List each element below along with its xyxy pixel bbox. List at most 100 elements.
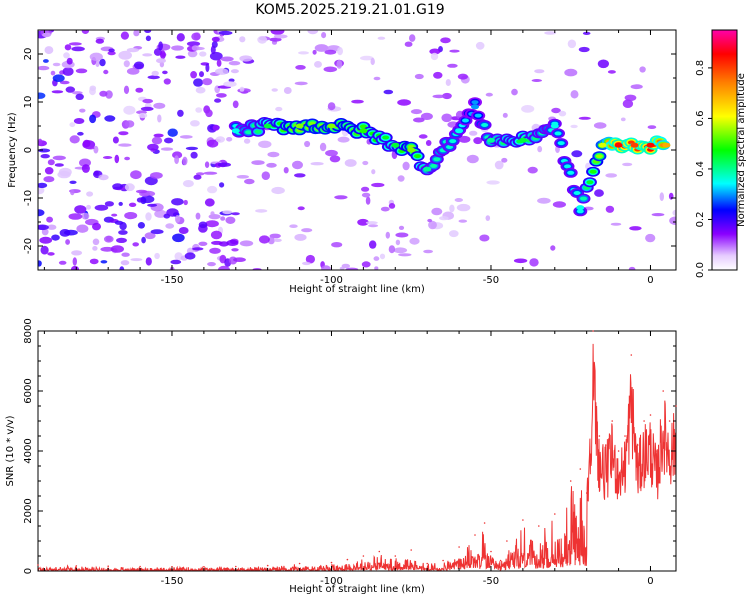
snr-x-ticks: -150 -100 -50 0: [43, 331, 654, 587]
snr-point: [362, 555, 365, 557]
ridge-blob: [557, 141, 565, 146]
ridge-point: [518, 137, 527, 143]
noise-blob: [186, 41, 201, 47]
noise-blob: [38, 182, 48, 189]
noise-blob: [47, 252, 55, 256]
noise-blob: [447, 63, 458, 68]
noise-blob: [207, 185, 218, 194]
noise-blob: [39, 236, 53, 244]
noise-blob: [71, 46, 85, 52]
noise-blob: [203, 171, 218, 175]
noise-blob: [141, 236, 146, 244]
noise-blob: [93, 145, 99, 154]
noise-blob: [86, 191, 94, 197]
noise-blob: [195, 212, 201, 220]
noise-blob: [297, 206, 305, 211]
snr-point: [662, 390, 664, 392]
noise-blob: [136, 197, 144, 203]
colorbar-tick-label: 0.2: [695, 212, 706, 228]
noise-blob: [457, 73, 468, 80]
snr-point: [569, 480, 572, 482]
noise-blob: [205, 109, 213, 118]
noise-blob: [52, 62, 61, 67]
noise-blob: [207, 262, 216, 267]
noise-blob: [220, 56, 234, 62]
ridge-blob: [433, 157, 441, 162]
noise-blob: [605, 205, 615, 213]
noise-blob: [81, 30, 90, 34]
noise-blob: [239, 240, 254, 247]
noise-blob: [65, 239, 70, 245]
noise-blob: [126, 47, 139, 53]
spectrogram-y-tick-label: -20: [23, 238, 34, 254]
noise-blob: [629, 226, 642, 231]
noise-blob: [383, 89, 394, 95]
noise-blob: [92, 222, 101, 231]
noise-blob: [208, 214, 221, 220]
noise-blob: [597, 59, 610, 69]
noise-blob: [81, 212, 90, 220]
noise-blob: [398, 225, 405, 230]
noise-blob: [38, 224, 49, 231]
noise-blob: [38, 209, 45, 217]
noise-blob: [397, 175, 405, 182]
snr-x-tick-label: 0: [647, 576, 653, 587]
noise-blob: [71, 250, 83, 256]
colorbar-label: Normalized spectral amplitude: [736, 73, 747, 227]
noise-blob: [261, 171, 270, 180]
noise-blob: [191, 45, 200, 51]
noise-blob: [191, 32, 201, 41]
noise-blob: [570, 124, 578, 129]
noise-blob: [216, 59, 222, 67]
noise-blob: [239, 36, 246, 43]
noise-blob: [271, 186, 285, 195]
snr-point: [506, 540, 508, 542]
snr-point: [37, 564, 39, 566]
noise-blob: [171, 198, 184, 206]
noise-blob: [371, 182, 385, 188]
noise-blob: [206, 139, 219, 148]
ridge-blob: [471, 100, 479, 105]
noise-blob: [145, 212, 152, 221]
noise-blob: [231, 248, 239, 252]
noise-blob: [183, 199, 188, 206]
noise-blob: [100, 246, 114, 252]
noise-blob: [314, 44, 329, 52]
snr-panel: -150 -100 -50 0 0 2000 4000 6000 8000 Height of…: [5, 318, 677, 595]
snr-y-tick-label: 2000: [23, 498, 34, 523]
noise-blob: [571, 150, 583, 158]
noise-blob: [135, 87, 144, 93]
noise-blob: [98, 174, 109, 181]
noise-blob: [473, 137, 483, 145]
colorbar-tick-label: 0.0: [695, 262, 706, 278]
noise-blob: [156, 58, 166, 64]
noise-blob: [51, 234, 60, 241]
ridge-point: [327, 123, 336, 129]
noise-blob: [218, 30, 233, 36]
spectrogram-y-tick-label: 20: [23, 48, 34, 61]
snr-point: [442, 559, 444, 562]
snr-point: [298, 562, 301, 565]
spectrogram-x-tick-label: 0: [647, 275, 653, 286]
noise-blob: [605, 173, 618, 178]
noise-blob: [210, 211, 215, 217]
noise-blob: [336, 59, 343, 69]
snr-point: [458, 546, 460, 548]
noise-blob: [365, 196, 371, 205]
noise-blob: [494, 160, 504, 170]
noise-blob: [529, 258, 539, 267]
snr-point: [75, 565, 78, 567]
snr-point: [579, 468, 582, 470]
noise-blob: [157, 114, 162, 123]
noise-blob: [210, 45, 216, 55]
noise-blob: [217, 162, 231, 167]
noise-blob: [112, 136, 119, 144]
noise-blob: [59, 80, 70, 85]
ridge-blob: [430, 163, 438, 168]
ridge-point: [455, 128, 464, 134]
noise-blob: [124, 156, 130, 161]
ridge-blob: [462, 118, 469, 123]
colorbar-frame: [711, 29, 738, 271]
noise-blob: [255, 209, 268, 213]
snr-point: [585, 492, 588, 494]
